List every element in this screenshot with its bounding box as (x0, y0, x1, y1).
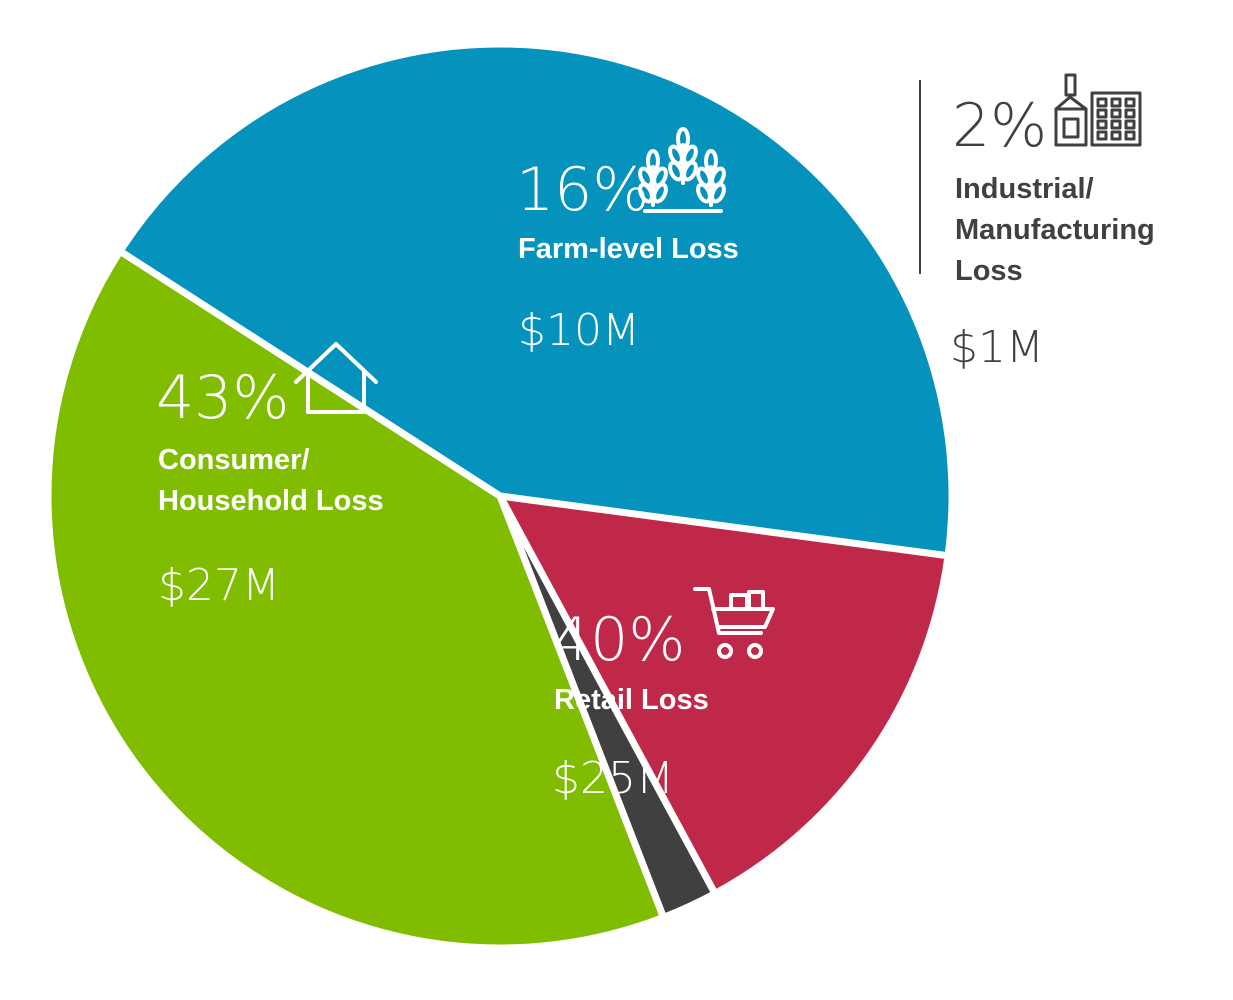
percent-label-consumer: 43% (156, 363, 289, 433)
label-industrial: 2% Industrial/Manufacturing Loss $1M (919, 73, 1155, 373)
category-label-industrial-0: Industrial/ (955, 173, 1094, 205)
label-farm: 16% Farm-level Loss $10M (516, 127, 739, 356)
percent-label-retail: 40% (552, 605, 685, 675)
label-consumer: 43% Consumer/Household Loss $27M (156, 342, 384, 611)
amount-label-consumer: $27M (158, 560, 280, 611)
factory-icon (1054, 73, 1142, 147)
wheat-icon (638, 127, 726, 213)
category-label-industrial-1: Manufacturing (955, 214, 1155, 246)
category-label-industrial-2: Loss (955, 255, 1023, 287)
amount-label-farm: $10M (518, 305, 640, 356)
category-label-consumer-1: Household Loss (158, 485, 384, 517)
category-label-farm-0: Farm-level Loss (518, 233, 739, 265)
pie-slice-consumer (116, 40, 956, 560)
percent-label-farm: 16% (516, 155, 649, 225)
pie-slice-farm (496, 492, 955, 898)
label-retail: 40% Retail Loss $25M (552, 587, 775, 804)
shopping-cart-icon (693, 587, 775, 659)
category-label-retail-0: Retail Loss (554, 684, 709, 716)
percent-label-industrial: 2% (952, 91, 1047, 161)
category-label-consumer-0: Consumer/ (158, 444, 309, 476)
pie-slices (44, 40, 956, 952)
slice-labels: 16% Farm-level Loss $10M 2% Industrial/Manuf… (156, 73, 1155, 804)
amount-label-industrial: $1M (950, 322, 1044, 373)
pie-slice-retail (44, 247, 667, 952)
amount-label-retail: $25M (552, 753, 674, 804)
house-icon (294, 342, 378, 414)
